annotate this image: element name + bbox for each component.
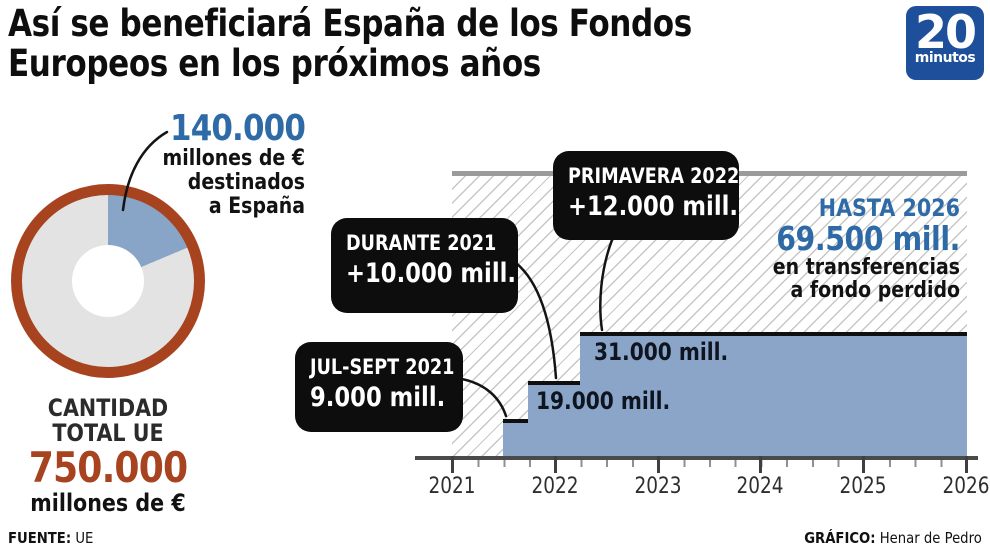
target-note2: a fondo perdido bbox=[790, 278, 960, 303]
target-value: 69.500 mill. bbox=[776, 219, 960, 258]
eu-total-caption1: CANTIDAD bbox=[47, 394, 169, 422]
spain-share-value: 140.000 bbox=[170, 108, 306, 149]
eu-total-unit: millones de € bbox=[30, 489, 186, 517]
callout-period: DURANTE 2021 bbox=[346, 231, 497, 255]
spain-share-unit: millones de € bbox=[162, 146, 305, 171]
x-axis-label-2023: 2023 bbox=[634, 474, 682, 499]
credit-label: GRÁFICO: bbox=[804, 529, 876, 547]
cumulative-label-19000: 19.000 mill. bbox=[536, 387, 671, 415]
credit-value: Henar de Pedro bbox=[879, 529, 982, 547]
x-axis-label-2021: 2021 bbox=[428, 474, 476, 499]
page-title: Así se beneficiará España de los Fondos … bbox=[8, 4, 730, 84]
callout-julsept-2021: JUL-SEPT 2021 9.000 mill. bbox=[295, 342, 463, 432]
spain-share-note2: a España bbox=[208, 194, 305, 219]
target-note1: en transferencias bbox=[772, 255, 960, 280]
x-axis-tick-2024 bbox=[759, 456, 762, 473]
target-2026-label: HASTA 2026 69.500 mill. en transferencia… bbox=[711, 194, 961, 303]
step-area-31000 bbox=[580, 332, 967, 458]
callout-period: PRIMAVERA 2022 bbox=[568, 164, 740, 188]
logo-number: 20 bbox=[914, 5, 977, 59]
callout-amount: 9.000 mill. bbox=[310, 382, 446, 413]
x-axis-tick-2026 bbox=[965, 456, 968, 473]
cumulative-label-31000: 31.000 mill. bbox=[594, 338, 729, 366]
eu-total-label: CANTIDAD TOTAL UE 750.000 millones de € bbox=[22, 394, 194, 517]
x-axis-label-2025: 2025 bbox=[839, 474, 887, 499]
source-credit: FUENTE: UE bbox=[8, 529, 93, 547]
logo-word: minutos bbox=[914, 50, 976, 66]
x-axis-line bbox=[415, 456, 978, 460]
source-label: FUENTE: bbox=[8, 529, 72, 547]
donut-highlight-label: 140.000 millones de € destinados a Españ… bbox=[146, 108, 306, 219]
callout-durante-2021: DURANTE 2021 +10.000 mill. bbox=[331, 218, 518, 313]
x-axis-tick-2022 bbox=[554, 456, 557, 473]
x-axis-minor-ticks bbox=[452, 460, 968, 467]
callout-amount: +10.000 mill. bbox=[346, 258, 516, 289]
20minutos-logo: 20 minutos bbox=[906, 6, 984, 80]
page-title-line2: Europeos en los próximos años bbox=[8, 42, 541, 85]
x-axis-tick-2023 bbox=[657, 456, 660, 473]
x-axis-tick-2025 bbox=[862, 456, 865, 473]
eu-total-value: 750.000 bbox=[28, 443, 188, 492]
graphic-credit: GRÁFICO: Henar de Pedro bbox=[804, 529, 982, 547]
page-title-line1: Así se beneficiará España de los Fondos bbox=[8, 2, 692, 45]
source-value: UE bbox=[75, 529, 94, 547]
target-period: HASTA 2026 bbox=[818, 194, 960, 222]
donut-chart bbox=[11, 184, 205, 378]
x-axis-label-2024: 2024 bbox=[736, 474, 784, 499]
x-axis-label-2026: 2026 bbox=[942, 474, 990, 499]
x-axis-tick-2021 bbox=[451, 456, 454, 473]
donut-hole bbox=[72, 245, 144, 317]
callout-primavera-2022: PRIMAVERA 2022 +12.000 mill. bbox=[553, 151, 739, 240]
spain-share-note1: destinados bbox=[187, 170, 305, 195]
callout-period: JUL-SEPT 2021 bbox=[310, 355, 455, 379]
callout-amount: +12.000 mill. bbox=[568, 191, 738, 222]
eu-total-caption2: TOTAL UE bbox=[52, 419, 164, 447]
x-axis-label-2022: 2022 bbox=[531, 474, 579, 499]
